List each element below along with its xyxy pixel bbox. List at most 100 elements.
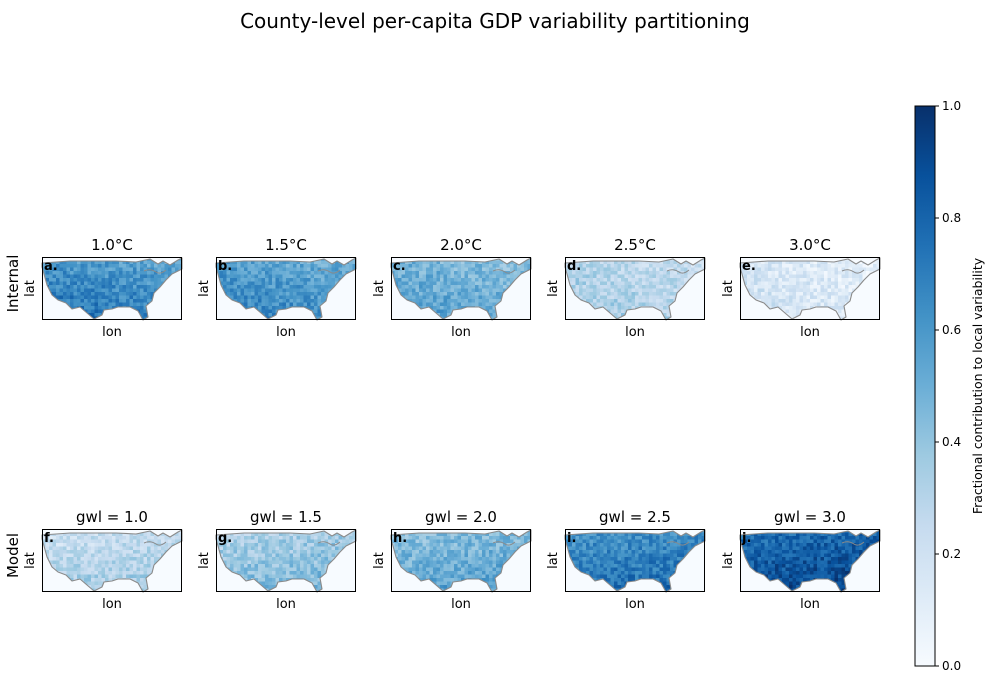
heatmap-cell (468, 302, 472, 307)
heatmap-cell (49, 267, 53, 272)
heatmap-cell (429, 278, 434, 282)
heatmap-cell (677, 281, 681, 286)
heatmap-cell (265, 557, 269, 561)
heatmap-cell (422, 264, 427, 268)
heatmap-cell (649, 285, 653, 289)
heatmap-cell (659, 274, 664, 279)
heatmap-cell (136, 306, 141, 310)
heatmap-cell (133, 285, 137, 289)
heatmap-cell (803, 274, 807, 279)
heatmap-cell (817, 288, 821, 293)
heatmap-cell (454, 267, 458, 272)
heatmap-cell (300, 567, 304, 572)
heatmap-cell (143, 560, 148, 565)
heatmap-cell (261, 553, 266, 558)
heatmap-cell (614, 271, 618, 275)
heatmap-cell (680, 264, 685, 268)
heatmap-cell (649, 274, 653, 279)
heatmap-cell (663, 292, 667, 296)
heatmap-cell (289, 557, 294, 561)
heatmap-cell (799, 260, 804, 265)
heatmap-cell (314, 288, 318, 293)
heatmap-cell (77, 264, 81, 268)
heatmap-cell (244, 578, 248, 582)
heatmap-cell (154, 539, 158, 544)
heatmap-cell (268, 281, 273, 286)
heatmap-cell (115, 302, 120, 307)
heatmap-cell (59, 564, 64, 568)
heatmap-cell (112, 278, 116, 282)
heatmap-cell (133, 299, 137, 303)
heatmap-cell (251, 557, 255, 561)
heatmap-cell (84, 264, 88, 268)
heatmap-cell (94, 264, 99, 268)
heatmap-cell (429, 264, 434, 268)
heatmap-cell (293, 546, 297, 551)
heatmap-cell (324, 288, 329, 293)
heatmap-cell (579, 278, 583, 282)
heatmap-cell (296, 574, 301, 579)
heatmap-cell (247, 302, 252, 307)
heatmap-cell (268, 292, 273, 296)
heatmap-cell (663, 295, 667, 300)
heatmap-cell (757, 260, 762, 265)
heatmap-cell (244, 278, 248, 282)
heatmap-cell (101, 278, 106, 282)
heatmap-cell (98, 543, 102, 547)
heatmap-cell (492, 306, 497, 310)
heatmap-cell (157, 550, 162, 554)
heatmap-cell (300, 274, 304, 279)
heatmap-cell (286, 260, 290, 265)
heatmap-cell (42, 536, 46, 540)
heatmap-cell (247, 536, 252, 540)
heatmap-cell (785, 260, 790, 265)
heatmap-cell (457, 278, 462, 282)
heatmap-cell (771, 260, 776, 265)
heatmap-cell (87, 543, 92, 547)
heatmap-cell (429, 302, 434, 307)
heatmap-cell (147, 292, 151, 296)
heatmap-cell (272, 288, 276, 293)
heatmap-cell (161, 260, 165, 265)
heatmap-cell (824, 281, 828, 286)
heatmap-cell (233, 281, 238, 286)
heatmap-cell (782, 264, 786, 268)
heatmap-cell (63, 532, 67, 537)
heatmap-cell (247, 560, 252, 565)
heatmap-cell (321, 288, 325, 293)
heatmap-cell (831, 306, 835, 310)
heatmap-cell (115, 532, 120, 537)
heatmap-cell (140, 299, 144, 303)
heatmap-cell (108, 532, 113, 537)
heatmap-cell (296, 281, 301, 286)
heatmap-cell (310, 564, 315, 568)
heatmap-cell (237, 571, 241, 575)
heatmap-cell (244, 281, 248, 286)
heatmap-cell (624, 292, 629, 296)
heatmap-cell (136, 278, 141, 282)
heatmap-cell (607, 274, 611, 279)
heatmap-cell (792, 267, 797, 272)
heatmap-cell (764, 285, 769, 289)
heatmap-cell (747, 274, 751, 279)
heatmap-cell (593, 292, 597, 296)
heatmap-cell (272, 285, 276, 289)
heatmap-cell (119, 550, 123, 554)
heatmap-cell (268, 578, 273, 582)
heatmap-cell (475, 267, 479, 272)
heatmap-cell (642, 288, 646, 293)
heatmap-cell (785, 288, 790, 293)
heatmap-cell (471, 292, 476, 296)
heatmap-cell (652, 288, 657, 293)
heatmap-cell (129, 536, 134, 540)
heatmap-cell (398, 281, 402, 286)
heatmap-cell (230, 278, 234, 282)
heatmap-cell (105, 539, 109, 544)
heatmap-cell (223, 557, 227, 561)
heatmap-cell (310, 557, 315, 561)
heatmap-cell (49, 557, 53, 561)
heatmap-cell (59, 546, 64, 551)
heatmap-cell (122, 532, 127, 537)
heatmap-cell (824, 264, 828, 268)
heatmap-cell (824, 302, 828, 307)
